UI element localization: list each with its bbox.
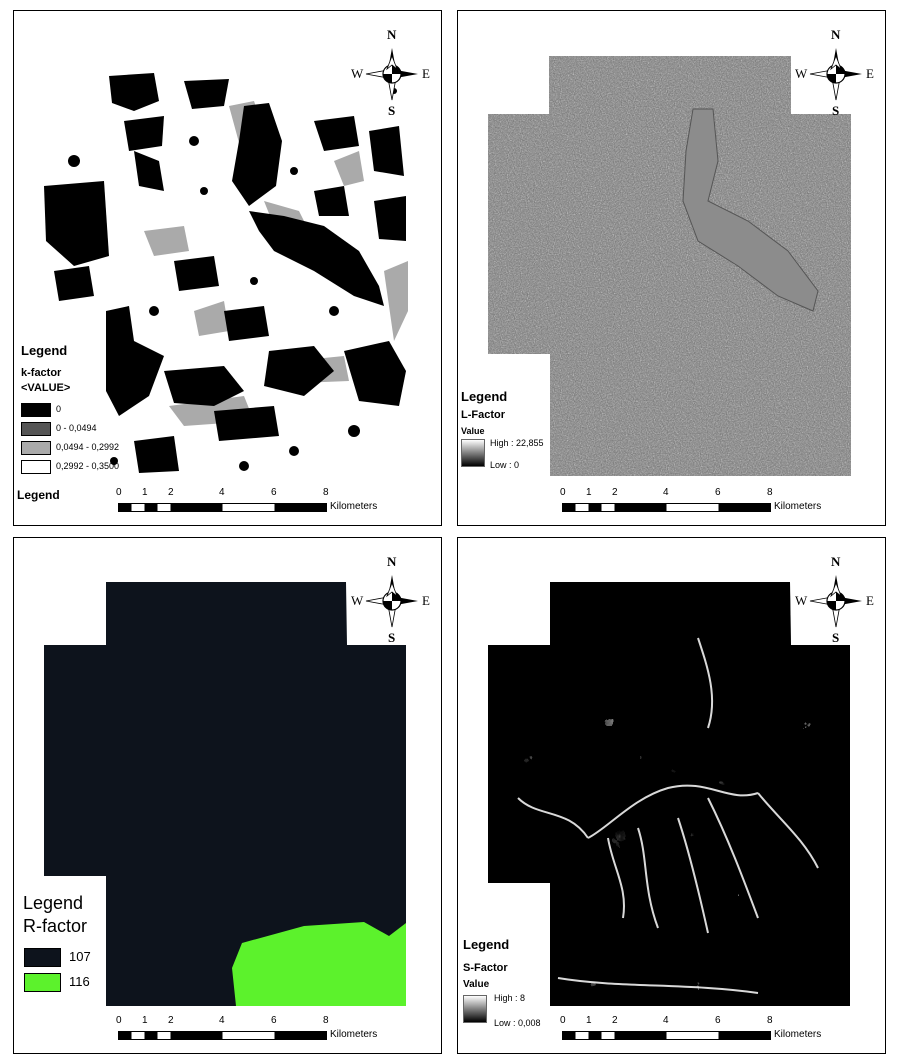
legend-high-label: High : 22,855 (490, 438, 544, 448)
scale-tick-0: 0 (560, 487, 566, 498)
legend-color-ramp (463, 995, 487, 1023)
legend-label-116: 116 (69, 974, 90, 989)
compass-e: E (866, 66, 874, 81)
legend-label-3: 0,2992 - 0,3500 (56, 461, 120, 471)
l-factor-map-panel: N S W E Legend L-Factor Value High : 22,… (457, 10, 886, 526)
scale-tick-4: 6 (715, 1015, 721, 1026)
l-factor-raster (488, 56, 851, 476)
scale-tick-1: 1 (142, 487, 148, 498)
scale-tick-5: 8 (767, 487, 773, 498)
scale-tick-1: 1 (586, 487, 592, 498)
scale-tick-5: 8 (767, 1015, 773, 1026)
legend-label-0: 0 (56, 404, 62, 414)
legend-title: Legend (461, 389, 508, 404)
scale-unit: Kilometers (774, 1029, 822, 1040)
compass-w: W (351, 593, 364, 608)
legend-title: Legend (463, 937, 510, 952)
legend-swatch-3 (21, 460, 51, 474)
compass-s: S (388, 103, 396, 118)
compass-s: S (832, 103, 840, 118)
legend-field-name: <VALUE> (21, 382, 71, 394)
scale-bar-graphic (562, 503, 771, 512)
scale-unit: Kilometers (330, 1029, 378, 1040)
scale-tick-0: 0 (116, 487, 122, 498)
legend-layer-name: L-Factor (461, 409, 505, 421)
scale-bar-graphic (118, 503, 327, 512)
compass-w: W (795, 593, 808, 608)
r-factor-raster (44, 582, 406, 1006)
s-factor-legend: Legend S-Factor Value High : 8 Low : 0,0… (458, 538, 558, 1053)
scale-bar-graphic (118, 1031, 327, 1040)
compass-n: N (831, 554, 841, 569)
scale-tick-0: 0 (116, 1015, 122, 1026)
legend-color-ramp (461, 439, 485, 467)
compass-n: N (831, 27, 841, 42)
legend-low-label: Low : 0 (490, 460, 520, 470)
legend-high-label: High : 8 (494, 993, 526, 1003)
scale-tick-4: 6 (271, 1015, 277, 1026)
scale-tick-2: 2 (168, 487, 174, 498)
legend-layer-name: S-Factor (463, 962, 508, 974)
scale-tick-1: 1 (586, 1015, 592, 1026)
scale-tick-2: 2 (612, 487, 618, 498)
scale-tick-4: 6 (271, 487, 277, 498)
scale-tick-3: 4 (219, 487, 225, 498)
legend-field-name: Value (461, 426, 485, 436)
scale-tick-5: 8 (323, 1015, 329, 1026)
r-factor-map-panel: N S W E Legend R-factor 107 116 0 1 2 4 … (13, 537, 442, 1054)
scale-tick-3: 4 (663, 487, 669, 498)
scale-tick-1: 1 (142, 1015, 148, 1026)
legend-swatch-2 (21, 441, 51, 455)
s-factor-map-panel: N S W E Legend S-Factor Value High : 8 L… (457, 537, 886, 1054)
legend-label-1: 0 - 0,0494 (56, 423, 97, 433)
legend-field-name: Value (463, 979, 490, 990)
s-factor-raster (488, 582, 850, 1006)
legend-swatch-1 (21, 422, 51, 436)
legend-swatch-0 (21, 403, 51, 417)
scale-tick-2: 2 (612, 1015, 618, 1026)
compass-w: W (351, 66, 364, 81)
compass-n: N (387, 27, 397, 42)
legend-title: Legend (21, 343, 68, 358)
compass-s: S (832, 630, 840, 645)
compass-e: E (422, 593, 430, 608)
scale-tick-4: 6 (715, 487, 721, 498)
scale-tick-0: 0 (560, 1015, 566, 1026)
legend-layer-name: R-factor (23, 916, 88, 936)
scale-tick-5: 8 (323, 487, 329, 498)
legend-title: Legend (23, 893, 84, 913)
compass-n: N (387, 554, 397, 569)
compass-e: E (422, 66, 430, 81)
legend-layer-name: k-factor (21, 367, 62, 379)
scale-tick-2: 2 (168, 1015, 174, 1026)
compass-s: S (388, 630, 396, 645)
legend-label-2: 0,0494 - 0,2992 (56, 442, 120, 452)
scale-unit: Kilometers (774, 501, 822, 512)
legend-swatch-107 (24, 948, 61, 967)
k-factor-raster (44, 66, 408, 481)
scale-tick-3: 4 (663, 1015, 669, 1026)
scale-unit: Kilometers (330, 501, 378, 512)
k-factor-map-panel: N S W E Legend k-factor <VALUE> 0 0 - 0,… (13, 10, 442, 526)
bottom-legend-label: Legend (17, 488, 60, 502)
compass-w: W (795, 66, 808, 81)
compass-e: E (866, 593, 874, 608)
scale-tick-3: 4 (219, 1015, 225, 1026)
legend-label-107: 107 (69, 949, 91, 964)
scale-bar-graphic (562, 1031, 771, 1040)
legend-swatch-116 (24, 973, 61, 992)
legend-low-label: Low : 0,008 (494, 1018, 541, 1028)
